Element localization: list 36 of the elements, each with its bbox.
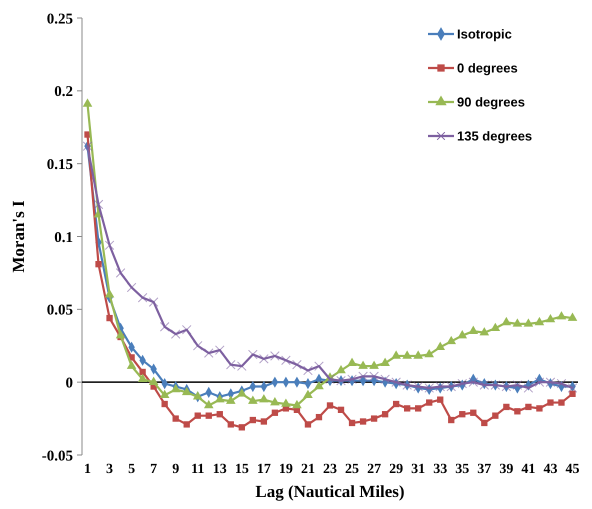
x-tick-label: 35 xyxy=(455,462,470,477)
x-tick-label: 43 xyxy=(543,462,558,477)
x-tick-label: 25 xyxy=(345,462,360,477)
x-axis-title: Lag (Nautical Miles) xyxy=(255,482,405,501)
x-tick-label: 45 xyxy=(565,462,580,477)
y-axis-title: Moran's I xyxy=(9,200,28,273)
x-tick-label: 13 xyxy=(212,462,227,477)
y-tick-label: 0.05 xyxy=(46,302,73,319)
y-tick-label: 0.2 xyxy=(54,84,73,100)
x-tick-label: 7 xyxy=(150,462,158,477)
x-tick-label: 31 xyxy=(411,462,426,477)
y-tick-label: 0 xyxy=(66,375,73,392)
x-tick-label: 11 xyxy=(191,462,204,477)
x-tick-label: 15 xyxy=(234,462,249,477)
x-tick-label: 29 xyxy=(389,462,404,477)
x-tick-label: 1 xyxy=(84,462,92,477)
x-tick-label: 21 xyxy=(300,462,315,477)
y-tick-label: 0.25 xyxy=(46,11,73,28)
x-tick-label: 9 xyxy=(172,462,180,477)
legend-label: 0 degrees xyxy=(457,60,518,76)
y-tick-label: -0.05 xyxy=(42,448,73,464)
x-tick-label: 39 xyxy=(499,462,514,477)
x-tick-label: 23 xyxy=(323,462,337,477)
legend-label: 90 degrees xyxy=(457,94,525,110)
x-tick-label: 27 xyxy=(367,462,382,477)
x-tick-label: 37 xyxy=(477,462,492,477)
x-tick-label: 33 xyxy=(433,462,448,477)
x-tick-label: 3 xyxy=(106,462,114,477)
x-tick-label: 41 xyxy=(521,462,536,477)
x-tick-label: 17 xyxy=(256,462,271,477)
y-tick-label: 0.15 xyxy=(46,156,73,173)
legend-label: 135 degrees xyxy=(457,128,532,144)
x-tick-label: 19 xyxy=(278,462,293,477)
legend-label: Isotropic xyxy=(457,26,512,42)
x-tick-label: 5 xyxy=(128,462,136,477)
y-tick-label: 0.1 xyxy=(54,230,73,246)
